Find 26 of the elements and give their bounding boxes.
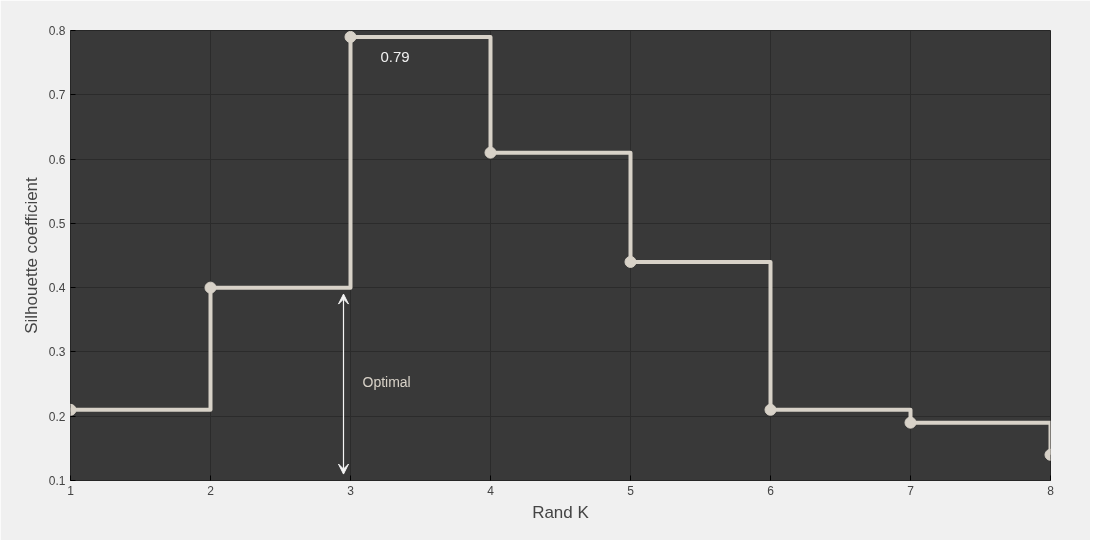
y-tick-label: 0.3 — [48, 345, 66, 360]
x-tick-label: 3 — [347, 483, 355, 498]
y-tick-label: 0.7 — [48, 88, 66, 103]
y-tick-label: 0.2 — [48, 409, 66, 424]
y-axis-title: Silhouette coefficient — [21, 176, 41, 334]
x-tick-label: 4 — [487, 483, 495, 498]
point — [344, 30, 357, 43]
point — [484, 146, 497, 159]
x-tick-label: 1 — [67, 483, 75, 498]
y-tick-label: 0.5 — [48, 216, 66, 231]
point — [764, 403, 777, 416]
point — [904, 416, 917, 429]
annotation: 0.79 — [380, 47, 410, 65]
y-tick-label: 0.1 — [48, 474, 66, 488]
point — [204, 281, 217, 294]
x-tick-label: 8 — [1047, 483, 1055, 498]
point — [624, 255, 637, 268]
y-tick-label: 0.6 — [48, 152, 66, 167]
x-tick-label: 2 — [207, 483, 215, 498]
annotation: Optimal — [362, 374, 411, 391]
y-tick-label: 0.4 — [48, 281, 66, 296]
x-tick-label: 7 — [907, 483, 915, 498]
x-tick-label: 5 — [627, 483, 635, 498]
x-tick-label: 6 — [767, 483, 775, 498]
x-axis-title: Rand K — [532, 502, 590, 522]
y-tick-label: 0.8 — [48, 24, 66, 38]
